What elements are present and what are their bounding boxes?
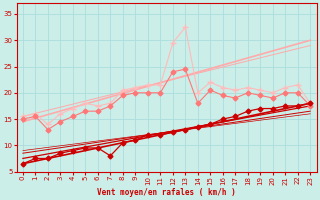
X-axis label: Vent moyen/en rafales ( km/h ): Vent moyen/en rafales ( km/h )	[97, 188, 236, 197]
